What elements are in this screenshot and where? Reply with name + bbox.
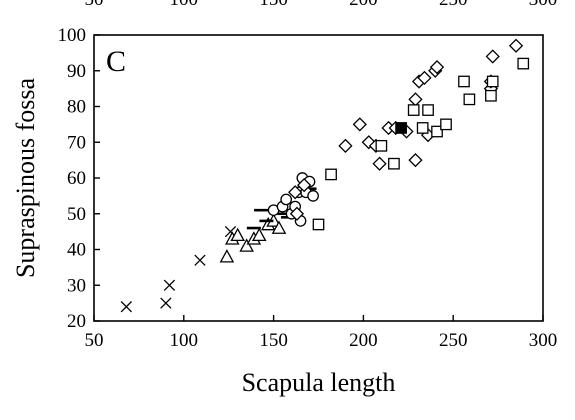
- data-points: [120, 38, 530, 313]
- point-square: [431, 125, 443, 138]
- y-tick-label: 90: [67, 61, 86, 82]
- point-diamond: [288, 185, 303, 200]
- point-square: [375, 139, 388, 152]
- point-diamond: [429, 60, 445, 75]
- point-diamond: [361, 135, 376, 150]
- x-tick-label: 150: [259, 330, 288, 351]
- y-tick-label: 30: [67, 275, 86, 296]
- point-filled-square: [395, 122, 407, 134]
- point-diamond: [408, 92, 423, 107]
- point-square: [463, 93, 476, 106]
- point-cross: [163, 279, 176, 291]
- point-square: [407, 104, 420, 116]
- point-cross-stroke: [163, 279, 176, 291]
- point-square: [486, 75, 499, 88]
- y-tick-label: 60: [67, 168, 86, 189]
- top-partial-tick-label: 100: [170, 0, 199, 10]
- x-axis-title: Scapula length: [242, 368, 396, 397]
- point-diamond: [508, 38, 524, 53]
- plot-frame: [93, 34, 544, 322]
- top-partial-tick-label: 150: [259, 0, 288, 10]
- x-tick-label: 250: [439, 330, 468, 351]
- y-tick-label: 50: [67, 204, 86, 225]
- point-cross-stroke: [160, 297, 172, 309]
- x-tick-label: 50: [85, 330, 104, 351]
- point-diamond: [485, 49, 500, 64]
- point-square: [422, 104, 434, 116]
- y-tick-label: 70: [67, 132, 86, 153]
- point-square: [485, 89, 497, 102]
- point-cross: [120, 301, 132, 313]
- point-cross-stroke: [224, 225, 237, 238]
- point-triangle: [219, 249, 235, 263]
- point-cross-stroke: [194, 254, 206, 266]
- panel-label: C: [106, 45, 126, 78]
- point-cross-stroke: [120, 301, 132, 313]
- point-diamond: [289, 206, 305, 221]
- point-cross: [194, 254, 206, 266]
- point-triangle: [271, 220, 287, 234]
- top-partial-tick-label: 250: [439, 0, 468, 10]
- y-tick-label: 40: [67, 240, 86, 261]
- y-tick-label: 100: [58, 25, 87, 46]
- x-tick-label: 300: [529, 330, 558, 351]
- point-diamond: [408, 153, 423, 168]
- point-square: [325, 168, 337, 181]
- top-partial-tick-label: 300: [529, 0, 558, 10]
- point-diamond: [297, 178, 312, 193]
- top-partial-tick-label: 200: [349, 0, 378, 10]
- point-triangle: [239, 238, 254, 252]
- x-axis: 50 100 150 200 250 300: [85, 315, 558, 351]
- y-axis: 20 30 40 50 60 70 80 90 100: [58, 25, 100, 332]
- y-tick-label: 20: [67, 311, 86, 332]
- point-triangle: [230, 227, 245, 242]
- point-triangle: [251, 227, 267, 242]
- y-axis-title: Supraspinous fossa: [11, 78, 40, 279]
- top-partial-tick-label: 50: [85, 0, 104, 10]
- point-diamond: [417, 70, 432, 86]
- point-diamond: [352, 117, 367, 132]
- point-circle: [307, 190, 319, 202]
- top-axis-partial-labels: 50 100 150 200 250 300: [85, 0, 558, 10]
- point-square: [388, 157, 400, 170]
- x-tick-label: 200: [349, 330, 378, 351]
- point-diamond: [372, 156, 387, 171]
- point-square: [458, 75, 470, 88]
- point-diamond: [338, 138, 353, 153]
- point-circle: [280, 193, 293, 206]
- point-square: [416, 122, 429, 134]
- point-square: [517, 57, 530, 70]
- point-square: [440, 118, 452, 131]
- x-tick-label: 100: [170, 330, 199, 351]
- point-square: [312, 218, 325, 231]
- point-cross: [160, 297, 172, 309]
- y-tick-label: 80: [67, 97, 86, 118]
